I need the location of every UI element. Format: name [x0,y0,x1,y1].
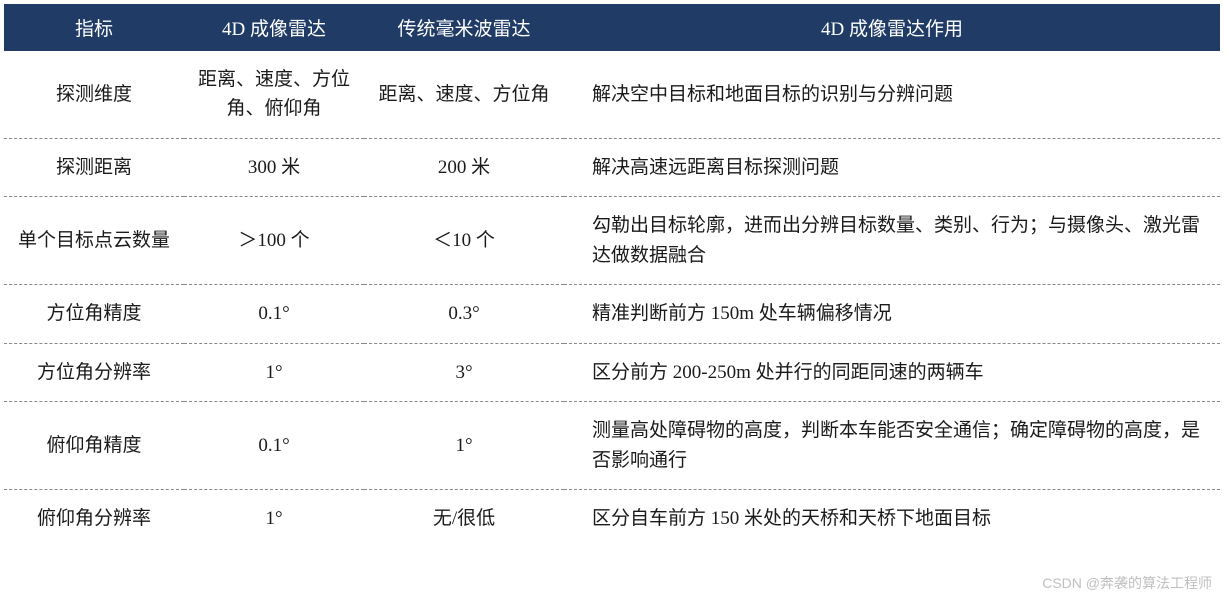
cell-4d: 距离、速度、方位角、俯仰角 [184,51,364,138]
cell-trad: 3° [364,343,564,401]
comparison-table-container: 指标 4D 成像雷达 传统毫米波雷达 4D 成像雷达作用 探测维度 距离、速度、… [0,0,1226,551]
cell-4d: 300 米 [184,138,364,196]
cell-metric: 俯仰角分辨率 [4,489,184,547]
header-metric: 指标 [4,4,184,51]
cell-trad: 1° [364,402,564,490]
cell-metric: 探测维度 [4,51,184,138]
header-row: 指标 4D 成像雷达 传统毫米波雷达 4D 成像雷达作用 [4,4,1220,51]
table-body: 探测维度 距离、速度、方位角、俯仰角 距离、速度、方位角 解决空中目标和地面目标… [4,51,1220,547]
cell-metric: 俯仰角精度 [4,402,184,490]
cell-metric: 单个目标点云数量 [4,197,184,285]
cell-trad: ＜10 个 [364,197,564,285]
cell-4d: 1° [184,489,364,547]
table-row: 探测维度 距离、速度、方位角、俯仰角 距离、速度、方位角 解决空中目标和地面目标… [4,51,1220,138]
table-row: 单个目标点云数量 ＞100 个 ＜10 个 勾勒出目标轮廓，进而出分辨目标数量、… [4,197,1220,285]
cell-effect: 区分自车前方 150 米处的天桥和天桥下地面目标 [564,489,1220,547]
cell-4d: 0.1° [184,285,364,343]
header-traditional-radar: 传统毫米波雷达 [364,4,564,51]
cell-4d: 1° [184,343,364,401]
table-row: 俯仰角分辨率 1° 无/很低 区分自车前方 150 米处的天桥和天桥下地面目标 [4,489,1220,547]
header-effect: 4D 成像雷达作用 [564,4,1220,51]
comparison-table: 指标 4D 成像雷达 传统毫米波雷达 4D 成像雷达作用 探测维度 距离、速度、… [4,4,1220,547]
cell-trad: 0.3° [364,285,564,343]
watermark-text: CSDN @奔袭的算法工程师 [1042,573,1212,593]
cell-effect: 区分前方 200-250m 处并行的同距同速的两辆车 [564,343,1220,401]
cell-effect: 解决高速远距离目标探测问题 [564,138,1220,196]
table-row: 方位角精度 0.1° 0.3° 精准判断前方 150m 处车辆偏移情况 [4,285,1220,343]
cell-effect: 解决空中目标和地面目标的识别与分辨问题 [564,51,1220,138]
table-row: 方位角分辨率 1° 3° 区分前方 200-250m 处并行的同距同速的两辆车 [4,343,1220,401]
cell-4d: 0.1° [184,402,364,490]
cell-trad: 无/很低 [364,489,564,547]
table-row: 探测距离 300 米 200 米 解决高速远距离目标探测问题 [4,138,1220,196]
table-header: 指标 4D 成像雷达 传统毫米波雷达 4D 成像雷达作用 [4,4,1220,51]
cell-metric: 探测距离 [4,138,184,196]
cell-effect: 测量高处障碍物的高度，判断本车能否安全通信；确定障碍物的高度，是否影响通行 [564,402,1220,490]
table-row: 俯仰角精度 0.1° 1° 测量高处障碍物的高度，判断本车能否安全通信；确定障碍… [4,402,1220,490]
header-4d-radar: 4D 成像雷达 [184,4,364,51]
cell-metric: 方位角分辨率 [4,343,184,401]
cell-effect: 勾勒出目标轮廓，进而出分辨目标数量、类别、行为；与摄像头、激光雷达做数据融合 [564,197,1220,285]
cell-effect: 精准判断前方 150m 处车辆偏移情况 [564,285,1220,343]
cell-trad: 距离、速度、方位角 [364,51,564,138]
cell-metric: 方位角精度 [4,285,184,343]
cell-trad: 200 米 [364,138,564,196]
cell-4d: ＞100 个 [184,197,364,285]
